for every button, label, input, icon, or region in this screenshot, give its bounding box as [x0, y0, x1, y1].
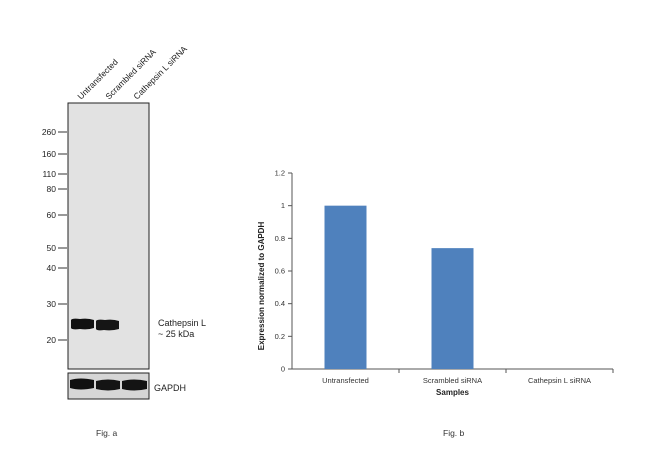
band-scrambled	[96, 319, 119, 331]
marker-label: 60	[47, 210, 57, 220]
marker-label: 20	[47, 335, 57, 345]
x-tick-label: Untransfected	[322, 376, 369, 385]
y-axis-label: Expression normalized to GAPDH	[257, 222, 266, 351]
marker-label: 30	[47, 299, 57, 309]
y-tick-label: 0.8	[275, 234, 285, 243]
gapdh-label: GAPDH	[154, 383, 186, 393]
x-tick-label: Scrambled siRNA	[423, 376, 482, 385]
chart-x-tick-labels: Untransfected Scrambled siRNA Cathepsin L …	[322, 376, 591, 385]
marker-label: 50	[47, 243, 57, 253]
gapdh-band-3	[122, 379, 147, 391]
gapdh-band-2	[96, 379, 120, 391]
gapdh-band-1	[70, 378, 94, 390]
fig-b-caption: Fig. b	[443, 428, 465, 438]
y-tick-label: 1.2	[275, 169, 285, 178]
bar	[324, 205, 367, 369]
x-tick-label: Cathepsin L siRNA	[528, 376, 591, 385]
x-axis-label: Samples	[436, 388, 469, 397]
lane-label: Cathepsin L siRNA	[131, 44, 189, 102]
marker-label: 80	[47, 184, 57, 194]
marker-label: 110	[42, 169, 56, 179]
y-tick-label: 0.4	[275, 299, 285, 308]
band-label-size: ~ 25 kDa	[158, 329, 194, 339]
marker-label: 260	[42, 127, 56, 137]
y-tick-label: 1	[281, 201, 285, 210]
gapdh-bands	[70, 378, 147, 391]
marker-ladder: 260 160 110 80 60 50 40 30 20	[42, 127, 67, 345]
bar-chart: Untransfected Scrambled siRNA Cathepsin L …	[257, 169, 614, 397]
y-tick-label: 0	[281, 365, 285, 374]
marker-label: 40	[47, 263, 57, 273]
chart-bars	[324, 205, 474, 369]
fig-a-caption: Fig. a	[96, 428, 118, 438]
bar	[431, 248, 474, 369]
marker-label: 160	[42, 149, 56, 159]
lane-label: Scrambled siRNA	[103, 47, 158, 102]
band-label-name: Cathepsin L	[158, 318, 206, 328]
y-tick-label: 0.2	[275, 332, 285, 341]
band-untransfected	[71, 318, 94, 330]
y-tick-label: 0.6	[275, 267, 285, 276]
cathepsin-bands	[71, 318, 119, 331]
chart-y-tick-labels: 0 0.2 0.4 0.6 0.8 1 1.2	[275, 169, 285, 374]
